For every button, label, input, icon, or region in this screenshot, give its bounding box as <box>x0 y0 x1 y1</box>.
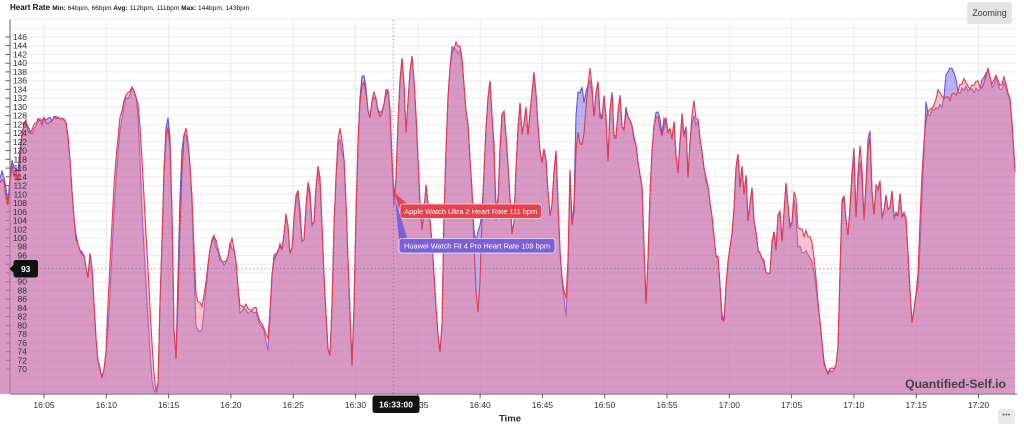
svg-text:126: 126 <box>13 119 27 129</box>
svg-text:16:33:00: 16:33:00 <box>379 399 413 409</box>
svg-text:16:15: 16:15 <box>158 400 180 410</box>
svg-text:106: 106 <box>13 207 27 217</box>
svg-text:134: 134 <box>13 84 27 94</box>
svg-text:16:45: 16:45 <box>532 400 554 410</box>
svg-text:16:25: 16:25 <box>283 400 305 410</box>
svg-text:136: 136 <box>13 76 27 86</box>
svg-text:128: 128 <box>13 111 27 121</box>
svg-text:16:40: 16:40 <box>469 400 491 410</box>
svg-text:102: 102 <box>13 224 27 234</box>
svg-text:86: 86 <box>18 294 28 304</box>
svg-text:16:55: 16:55 <box>656 400 678 410</box>
svg-text:146: 146 <box>13 32 27 42</box>
svg-text:124: 124 <box>13 128 27 138</box>
svg-text:17:10: 17:10 <box>843 400 865 410</box>
svg-text:122: 122 <box>13 137 27 147</box>
svg-text:74: 74 <box>18 347 28 357</box>
svg-text:82: 82 <box>18 312 28 322</box>
svg-text:84: 84 <box>18 303 28 313</box>
svg-text:120: 120 <box>13 146 27 156</box>
svg-text:138: 138 <box>13 67 27 77</box>
svg-text:132: 132 <box>13 93 27 103</box>
svg-text:93: 93 <box>21 264 31 274</box>
svg-text:116: 116 <box>13 163 27 173</box>
svg-text:130: 130 <box>13 102 27 112</box>
svg-text:96: 96 <box>18 251 28 261</box>
svg-text:78: 78 <box>18 329 28 339</box>
svg-text:16:20: 16:20 <box>220 400 242 410</box>
svg-text:17:00: 17:00 <box>719 400 741 410</box>
svg-text:17:05: 17:05 <box>781 400 803 410</box>
svg-text:Huawei Watch Fit 4 Pro Heart R: Huawei Watch Fit 4 Pro Heart Rate 109 bp… <box>404 242 550 251</box>
svg-text:16:10: 16:10 <box>96 400 118 410</box>
svg-text:17:15: 17:15 <box>906 400 928 410</box>
svg-text:16:30: 16:30 <box>345 400 367 410</box>
svg-text:114: 114 <box>13 172 27 182</box>
svg-text:104: 104 <box>13 216 27 226</box>
svg-text:80: 80 <box>18 320 28 330</box>
svg-text:88: 88 <box>18 285 28 295</box>
svg-text:144: 144 <box>13 41 27 51</box>
svg-text:16:05: 16:05 <box>33 400 55 410</box>
svg-text:Apple Watch Ultra 2 Heart Rate: Apple Watch Ultra 2 Heart Rate 111 bpm <box>404 207 537 216</box>
svg-text:16:50: 16:50 <box>594 400 616 410</box>
svg-text:Quantified-Self.io: Quantified-Self.io <box>905 377 1006 391</box>
svg-text:76: 76 <box>18 338 28 348</box>
svg-text:Time: Time <box>499 414 521 425</box>
svg-text:90: 90 <box>18 277 28 287</box>
svg-text:108: 108 <box>13 198 27 208</box>
svg-text:17:20: 17:20 <box>968 400 990 410</box>
svg-text:118: 118 <box>13 154 27 164</box>
svg-text:70: 70 <box>18 364 28 374</box>
svg-text:100: 100 <box>13 233 27 243</box>
svg-text:98: 98 <box>18 242 28 252</box>
svg-text:142: 142 <box>13 50 27 60</box>
svg-text:72: 72 <box>18 355 28 365</box>
svg-text:140: 140 <box>13 58 27 68</box>
svg-text:112: 112 <box>13 181 27 191</box>
svg-text:110: 110 <box>13 189 27 199</box>
